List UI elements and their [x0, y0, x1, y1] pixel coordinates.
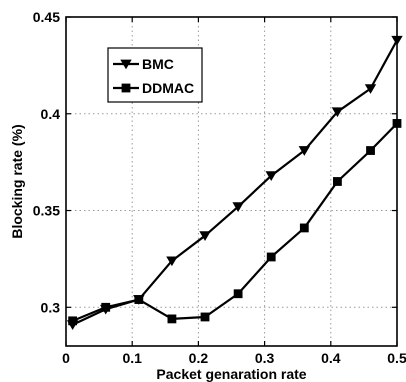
- series-ddmac: [68, 119, 402, 326]
- legend-label-ddmac: DDMAC: [142, 80, 194, 96]
- data-point-ddmac: [101, 302, 111, 312]
- data-point-bmc: [364, 84, 377, 94]
- legend-marker-bmc: [120, 59, 132, 70]
- data-point-bmc: [391, 35, 403, 46]
- x-tick-label: 0.4: [321, 350, 341, 366]
- series-layer: [66, 35, 403, 331]
- y-tick-label: 0.3: [41, 299, 61, 315]
- y-tick-label: 0.4: [41, 106, 61, 122]
- x-tick-label: 0.3: [255, 350, 275, 366]
- x-tick-label: 0.1: [122, 350, 142, 366]
- data-point-ddmac: [68, 316, 78, 326]
- axis-ticks: 0 0.1 0.2 0.3 0.4 0.5 0.3 0.35 0.4 0.45: [33, 9, 406, 366]
- x-axis-title: Packet genaration rate: [156, 366, 306, 382]
- data-point-bmc: [265, 171, 277, 181]
- data-point-bmc: [298, 146, 311, 156]
- y-tick-label: 0.45: [33, 9, 60, 25]
- x-tick-label: 0.2: [189, 350, 209, 366]
- x-tick-label: 0.5: [387, 350, 406, 366]
- data-point-ddmac: [333, 177, 342, 186]
- data-point-bmc: [232, 202, 244, 212]
- data-point-ddmac: [266, 252, 276, 262]
- y-axis-title: Blocking rate (%): [9, 124, 25, 238]
- data-point-ddmac: [233, 289, 243, 299]
- data-point-ddmac: [366, 146, 375, 155]
- plot-frame: [65, 16, 398, 347]
- data-point-bmc: [166, 256, 178, 267]
- data-point-bmc: [199, 231, 211, 241]
- data-point-ddmac: [392, 119, 402, 128]
- data-point-ddmac: [134, 295, 144, 304]
- data-point-ddmac: [299, 223, 309, 233]
- data-point-ddmac: [200, 312, 210, 322]
- data-point-ddmac: [167, 314, 177, 324]
- x-tick-label: 0: [62, 350, 70, 366]
- legend-box: [107, 47, 203, 103]
- y-tick-label: 0.35: [33, 203, 60, 219]
- data-point-bmc: [331, 107, 344, 118]
- legend-marker-ddmac: [121, 83, 131, 93]
- legend-label-bmc: BMC: [142, 56, 174, 72]
- legend: BMC DDMAC: [107, 47, 203, 103]
